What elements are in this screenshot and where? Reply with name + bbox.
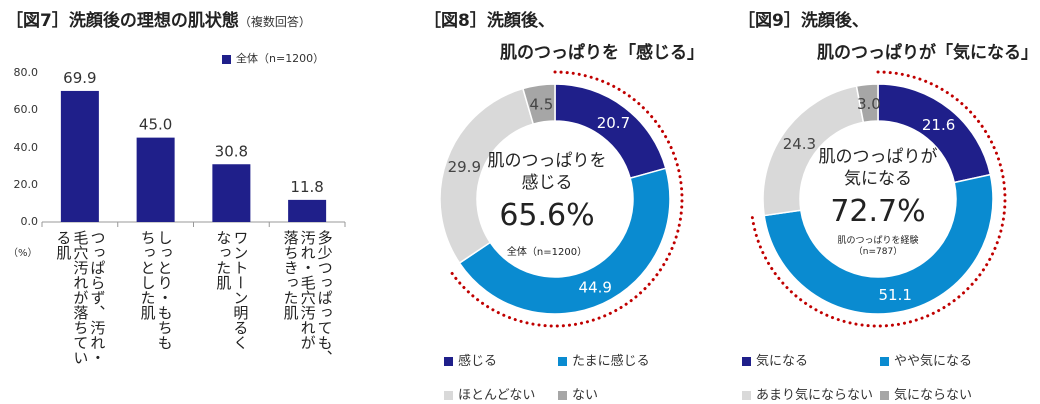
fig9-title-line2: 肌のつっぱりが「気になる」 (817, 43, 1038, 63)
fig9-slice-label: 51.1 (878, 286, 911, 304)
fig9-center-value: 72.7% (830, 194, 926, 229)
fig7-value-label: 30.8 (215, 142, 248, 160)
fig7-bar (136, 137, 175, 222)
fig7-category-label: 多少つっぱっても、 汚れ・毛穴汚れが 落ちきった肌 (281, 230, 334, 380)
fig8-slice (458, 167, 671, 315)
fig9-donut-chart: 21.6 51.1 24.3 3.0 (750, 70, 1007, 328)
fig9-center-note2: （n=787） (853, 247, 903, 257)
fig7-category-line: る肌 (54, 230, 73, 260)
fig9-highlight-arc (750, 70, 1007, 328)
fig8-legend-swatch (444, 357, 453, 366)
fig8-highlight-arc (448, 70, 684, 328)
fig9-legend-swatch (880, 391, 889, 400)
fig7-bar-chart: 69.9 45.0 30.8 11.8 (41, 69, 346, 227)
fig8-slice (439, 87, 535, 265)
fig9-slice (855, 83, 879, 124)
fig7-category-line: しっとり・もちも (155, 230, 174, 350)
fig7-legend-label: 全体（n=1200） (236, 52, 325, 65)
fig8-center-label: 肌のつっぱりを 感じる (457, 150, 637, 194)
fig8-legend-item: ない (558, 384, 598, 403)
fig8-title-line1: ［図8］洗顔後、 (424, 11, 555, 31)
fig8-legend-swatch (558, 357, 567, 366)
fig8-legend-label: 感じる (458, 354, 498, 369)
fig8-donut-chart: 20.7 44.9 29.9 4.5 (439, 70, 684, 328)
fig7-category-line: ちっとした肌 (138, 230, 157, 320)
fig9-slice-label: 21.6 (922, 116, 955, 134)
fig8-legend-item: たまに感じる (558, 350, 650, 369)
fig7-bar (212, 164, 251, 222)
fig9-center-note: 肌のつっぱりを経験 （n=787） (788, 236, 968, 258)
fig7-ytick: 0.0 (20, 215, 39, 228)
fig7-category-line: ワントーン明るく (231, 230, 250, 350)
fig7-category-label: つっぱらず、汚れ・ 毛穴汚れが落ちてい る肌 (54, 230, 107, 380)
fig7-value-label: 11.8 (290, 178, 323, 196)
fig9-legend-label: あまり気にならない (756, 388, 874, 403)
fig8-legend-label: ない (572, 388, 599, 403)
fig7-category-line: 汚れ・毛穴汚れが (298, 230, 317, 350)
fig7-ytick: 40.0 (13, 141, 39, 154)
fig8-legend-item: ほとんどない (444, 384, 535, 403)
fig7-category-line: 多少つっぱっても、 (315, 230, 334, 365)
fig7-subtitle: （複数回答） (238, 15, 311, 29)
fig8-legend-label: ほとんどない (458, 388, 536, 403)
fig7-ytick: 20.0 (13, 178, 39, 191)
fig7-title: ［図7］洗顔後の理想の肌状態（複数回答） (6, 11, 311, 31)
fig8-legend-item: 感じる (444, 350, 497, 369)
fig7-legend-swatch (222, 54, 231, 64)
fig7-category-line: なった肌 (214, 230, 233, 290)
fig8-slice-label: 44.9 (579, 279, 612, 297)
fig7-ytick: 60.0 (13, 103, 39, 116)
fig8-slice (521, 83, 556, 126)
fig9-slice-label: 3.0 (857, 95, 881, 113)
fig8-center-line2: 感じる (521, 173, 573, 193)
fig8-center-note: 全体（n=1200） (506, 247, 588, 258)
fig7-category-line: 落ちきった肌 (281, 230, 300, 320)
fig8-legend-swatch (558, 391, 567, 400)
fig8-center-line1: 肌のつっぱりを (487, 151, 607, 171)
fig8-center-value: 65.6% (499, 198, 595, 233)
fig9-legend-label: やや気になる (894, 354, 973, 369)
fig9-slice (763, 173, 994, 315)
fig8-slice-label: 29.9 (448, 158, 481, 176)
fig7-category-label: ワントーン明るく なった肌 (214, 230, 250, 380)
fig8-title-line2: 肌のつっぱりを「感じる」 (500, 43, 704, 63)
fig9-legend-label: 気になる (756, 354, 809, 369)
fig8-legend-swatch (444, 391, 453, 400)
fig7-category-line: つっぱらず、汚れ・ (88, 230, 107, 365)
fig7-value-label: 45.0 (139, 116, 172, 134)
fig9-center-label: 肌のつっぱりが 気になる (788, 146, 968, 190)
fig9-legend-item: やや気になる (880, 350, 972, 369)
fig9-legend-item: 気にならない (880, 384, 972, 403)
fig9-title-line1: ［図9］洗顔後、 (738, 11, 869, 31)
fig9-slice-label: 24.3 (783, 135, 816, 153)
fig7-category-line: 毛穴汚れが落ちてい (71, 230, 90, 365)
fig7-unit: （%） (8, 248, 38, 259)
fig9-legend-label: 気にならない (894, 388, 973, 403)
fig7-category-label: しっとり・もちも ちっとした肌 (138, 230, 174, 380)
fig9-center-line1: 肌のつっぱりが (818, 147, 938, 167)
fig7-bar (288, 199, 327, 222)
fig8-slice-label: 4.5 (529, 95, 553, 113)
fig9-center-line2: 気になる (844, 169, 912, 189)
fig9-legend-item: あまり気にならない (742, 384, 873, 403)
fig8-legend-label: たまに感じる (572, 354, 650, 369)
fig7-ytick: 80.0 (13, 66, 39, 79)
fig7-legend: 全体（n=1200） (222, 50, 324, 66)
fig9-legend-item: 気になる (742, 350, 808, 369)
fig9-legend-swatch (880, 357, 889, 366)
fig7-value-label: 69.9 (63, 69, 96, 87)
fig9-center-note1: 肌のつっぱりを経験 (837, 236, 919, 246)
fig8-slice-label: 20.7 (597, 114, 630, 132)
fig7-bar (60, 90, 99, 222)
fig9-legend-swatch (742, 391, 751, 400)
fig9-legend-swatch (742, 357, 751, 366)
